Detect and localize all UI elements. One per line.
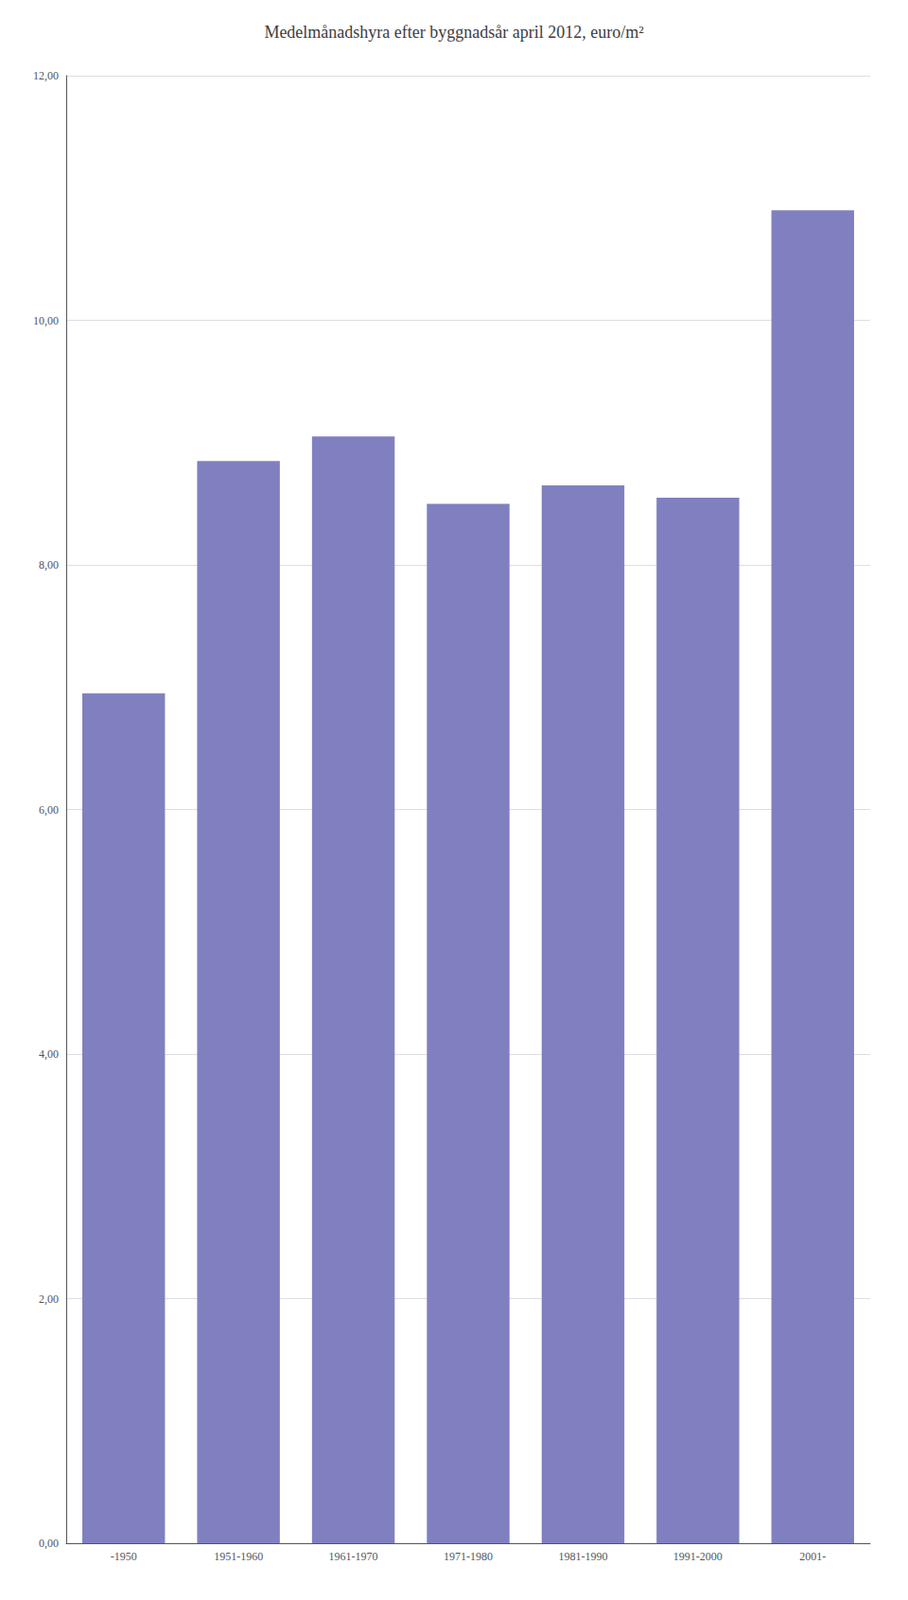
svg-text:4,00: 4,00 — [38, 1047, 59, 1061]
svg-text:2,00: 2,00 — [38, 1292, 59, 1306]
svg-text:0,00: 0,00 — [38, 1536, 59, 1550]
svg-text:1981-1990: 1981-1990 — [558, 1549, 608, 1563]
svg-text:1961-1970: 1961-1970 — [329, 1549, 379, 1563]
svg-text:1951-1960: 1951-1960 — [213, 1549, 263, 1563]
svg-text:8,00: 8,00 — [38, 558, 59, 572]
svg-text:1991-2000: 1991-2000 — [673, 1549, 723, 1563]
svg-text:12,00: 12,00 — [33, 69, 59, 83]
svg-text:2001-: 2001- — [799, 1549, 826, 1563]
svg-text:6,00: 6,00 — [38, 803, 59, 817]
svg-text:-1950: -1950 — [110, 1549, 138, 1563]
svg-text:Medelmånadshyra efter byggnads: Medelmånadshyra efter byggnadsår april 2… — [263, 22, 644, 42]
svg-text:10,00: 10,00 — [33, 314, 59, 328]
svg-text:1971-1980: 1971-1980 — [443, 1549, 493, 1563]
